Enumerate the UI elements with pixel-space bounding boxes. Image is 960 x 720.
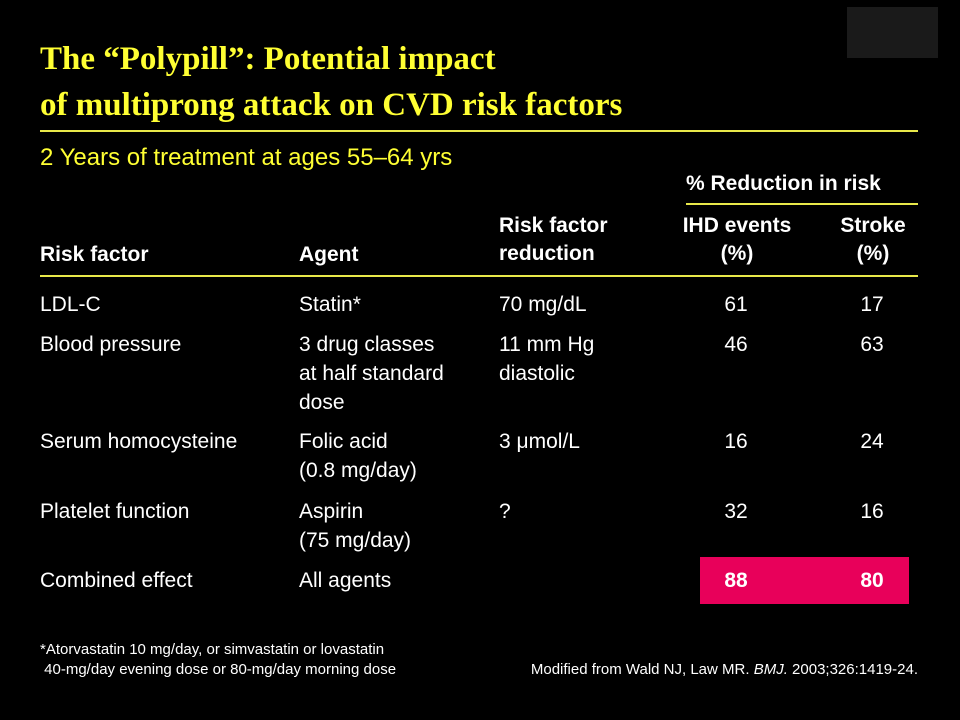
group-header-rule — [686, 203, 918, 205]
slide-subtitle: 2 Years of treatment at ages 55–64 yrs — [40, 144, 453, 171]
header-rule — [40, 275, 918, 277]
combined-ihd-value: 88 — [724, 569, 748, 592]
row-reduction-line: 11 mm Hg — [499, 333, 595, 356]
row-ihd-value: 46 — [724, 333, 748, 356]
row-agent-line: at half standard — [299, 362, 444, 385]
row-reduction-line: diastolic — [499, 362, 575, 385]
row-reduction: 70 mg/dL — [499, 290, 587, 319]
header-risk-factor: Risk factor — [40, 243, 149, 266]
combined-effect-highlight — [700, 557, 909, 604]
row-reduction-line: ? — [499, 500, 511, 523]
header-stroke: Stroke (%) — [828, 212, 918, 268]
header-ihd-line2: (%) — [720, 242, 754, 265]
row-agent-line: Folic acid — [299, 430, 388, 453]
title-line-2: of multiprong attack on CVD risk factors — [40, 87, 623, 123]
corner-placeholder-box — [847, 7, 938, 58]
citation-journal: BMJ. — [753, 661, 788, 678]
footnote-line-1: *Atorvastatin 10 mg/day, or simvastatin … — [40, 641, 385, 658]
row-reduction: 11 mm Hg diastolic — [499, 330, 594, 388]
combined-stroke-value: 80 — [860, 569, 884, 592]
footnote-statin: *Atorvastatin 10 mg/day, or simvastatin … — [40, 640, 396, 680]
row-reduction: 3 μmol/L — [499, 427, 580, 456]
header-reduction: Risk factor reduction — [499, 212, 608, 268]
title-line-1: The “Polypill”: Potential impact — [40, 41, 496, 77]
row-reduction-line: 3 μmol/L — [499, 430, 580, 453]
footnote-line-2: 40-mg/day evening dose or 80-mg/day morn… — [40, 661, 397, 678]
row-agent-line: All agents — [299, 569, 392, 592]
row-agent: Folic acid (0.8 mg/day) — [299, 427, 417, 485]
row-risk-factor: Combined effect — [40, 569, 193, 592]
row-ihd-value: 32 — [724, 500, 748, 523]
header-ihd-line1: IHD events — [682, 214, 792, 237]
row-stroke-value: 16 — [860, 500, 884, 523]
group-header-reduction-in-risk: % Reduction in risk — [686, 172, 881, 195]
row-agent: All agents — [299, 566, 391, 595]
row-risk-factor: Serum homocysteine — [40, 430, 238, 453]
citation-suffix: 2003;326:1419-24. — [787, 661, 918, 678]
header-agent: Agent — [299, 243, 359, 266]
row-agent: Aspirin (75 mg/day) — [299, 497, 411, 555]
row-stroke-value: 63 — [860, 333, 884, 356]
row-ihd-value: 16 — [724, 430, 748, 453]
title-rule — [40, 130, 918, 132]
header-stroke-line2: (%) — [856, 242, 890, 265]
row-reduction-line: 70 mg/dL — [499, 293, 587, 316]
row-ihd-value: 61 — [724, 293, 748, 316]
row-agent-line: Aspirin — [299, 500, 364, 523]
source-citation: Modified from Wald NJ, Law MR. BMJ. 2003… — [531, 660, 918, 680]
row-agent: Statin* — [299, 290, 361, 319]
row-agent: 3 drug classes at half standard dose — [299, 330, 444, 417]
row-agent-line: dose — [299, 391, 345, 414]
row-stroke-value: 17 — [860, 293, 884, 316]
header-reduction-line2: reduction — [499, 242, 595, 265]
row-agent-line: 3 drug classes — [299, 333, 435, 356]
citation-prefix: Modified from Wald NJ, Law MR. — [530, 661, 754, 678]
slide-title: The “Polypill”: Potential impact of mult… — [40, 36, 622, 128]
row-agent-line: (0.8 mg/day) — [299, 459, 417, 482]
header-stroke-line1: Stroke — [840, 214, 906, 237]
row-risk-factor: LDL-C — [40, 293, 101, 316]
row-agent-line: (75 mg/day) — [299, 529, 412, 552]
header-reduction-line1: Risk factor — [499, 214, 608, 237]
row-stroke-value: 24 — [860, 430, 884, 453]
row-risk-factor: Platelet function — [40, 500, 190, 523]
row-risk-factor: Blood pressure — [40, 333, 182, 356]
row-agent-line: Statin* — [299, 293, 361, 316]
row-reduction: ? — [499, 497, 511, 526]
header-ihd-events: IHD events (%) — [672, 212, 802, 268]
